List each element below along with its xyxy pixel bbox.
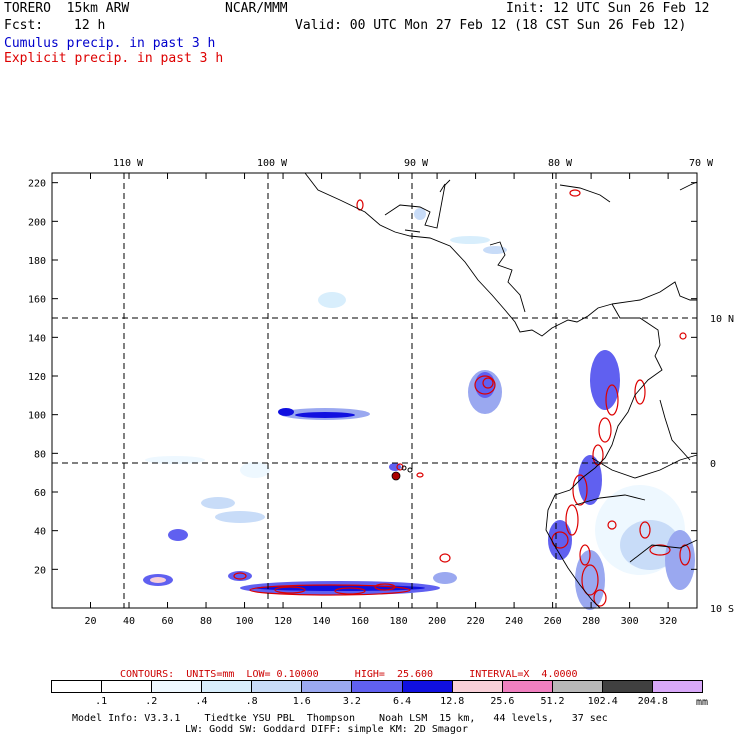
color-scale-label: 3.2 <box>342 696 361 707</box>
lat-label: 10 N <box>710 314 734 325</box>
plot-frame <box>51 172 698 609</box>
color-scale-label: .2 <box>145 696 158 707</box>
y-tick-label: 120 <box>28 372 46 383</box>
field-cumulus-label: Cumulus precip. in past 3 h <box>4 36 216 51</box>
y-tick-label: 40 <box>34 527 46 538</box>
fcst-label: Fcst: <box>4 18 44 33</box>
color-scale-swatch <box>202 681 253 692</box>
y-tick-label: 200 <box>28 217 46 228</box>
color-scale-label: 12.8 <box>440 696 465 707</box>
color-scale-swatch <box>252 681 303 692</box>
x-tick-label: 100 <box>236 616 254 627</box>
color-scale-swatch <box>302 681 353 692</box>
contour-info: CONTOURS: UNITS=mm LOW= 0.10000 HIGH= 25… <box>120 669 578 680</box>
lon-label: 100 W <box>257 158 288 169</box>
color-scale-swatch <box>602 681 653 692</box>
x-tick-label: 120 <box>274 616 292 627</box>
x-tick-label: 260 <box>544 616 562 627</box>
color-scale-swatch <box>652 681 703 692</box>
lon-label: 70 W <box>689 158 714 169</box>
y-axis-labels: 20 40 60 80 100 120 140 160 180 200 220 <box>28 179 46 577</box>
lat-label: 0 <box>710 459 716 470</box>
x-tick-label: 140 <box>313 616 331 627</box>
lat-label: 10 S <box>710 604 734 615</box>
color-scale-units: mm <box>696 697 709 708</box>
lon-label: 110 W <box>113 158 144 169</box>
init-time: Init: 12 UTC Sun 26 Feb 12 <box>506 1 710 16</box>
x-tick-label: 320 <box>659 616 677 627</box>
color-scale-swatch <box>402 681 453 692</box>
color-scale-label: 51.2 <box>540 696 565 707</box>
x-tick-label: 160 <box>351 616 369 627</box>
lon-label: 80 W <box>548 158 573 169</box>
color-scale-swatch <box>452 681 503 692</box>
y-tick-label: 140 <box>28 333 46 344</box>
color-scale-label: .8 <box>245 696 258 707</box>
x-tick-label: 220 <box>467 616 485 627</box>
x-tick-label: 40 <box>123 616 135 627</box>
y-tick-label: 180 <box>28 256 46 267</box>
y-tick-label: 100 <box>28 411 46 422</box>
color-scale-label: 1.6 <box>292 696 311 707</box>
fcst-value: 12 h <box>74 18 106 33</box>
color-scale-label: 6.4 <box>393 696 412 707</box>
x-tick-label: 60 <box>161 616 173 627</box>
lon-label: 90 W <box>404 158 429 169</box>
cumulus-precip-shading <box>143 208 695 610</box>
coastlines <box>304 172 698 609</box>
x-tick-label: 200 <box>428 616 446 627</box>
color-scale-bar <box>51 680 703 693</box>
color-scale-swatch <box>102 681 153 692</box>
y-tick-label: 20 <box>34 565 46 576</box>
color-scale-swatch <box>52 681 103 692</box>
lat-labels: 10 N 0 10 S <box>710 314 734 615</box>
x-tick-label: 20 <box>84 616 96 627</box>
x-tick-label: 80 <box>200 616 212 627</box>
y-tick-label: 80 <box>34 449 46 460</box>
y-tick-label: 60 <box>34 488 46 499</box>
color-scale-swatch <box>152 681 203 692</box>
axis-ticks <box>52 173 697 608</box>
color-scale-label: 25.6 <box>490 696 515 707</box>
color-scale-label: .1 <box>95 696 108 707</box>
color-scale-swatch <box>352 681 403 692</box>
galapagos-islands <box>391 465 413 481</box>
model-info-line1: Model Info: V3.3.1 Tiedtke YSU PBL Thomp… <box>72 713 608 724</box>
color-scale-swatch <box>552 681 603 692</box>
valid-time: Valid: 00 UTC Mon 27 Feb 12 (18 CST Sun … <box>295 18 687 33</box>
color-scale-label: 102.4 <box>587 696 618 707</box>
x-tick-label: 280 <box>582 616 600 627</box>
x-tick-label: 180 <box>390 616 408 627</box>
color-scale-label: 204.8 <box>637 696 668 707</box>
x-tick-label: 240 <box>505 616 523 627</box>
field-explicit-label: Explicit precip. in past 3 h <box>4 51 224 66</box>
y-tick-label: 160 <box>28 295 46 306</box>
latlon-grid <box>52 173 697 608</box>
color-scale-label: .4 <box>195 696 208 707</box>
x-tick-label: 300 <box>621 616 639 627</box>
color-scale-swatch <box>502 681 553 692</box>
lon-labels: 110 W 100 W 90 W 80 W 70 W <box>113 158 714 169</box>
model-name: TORERO 15km ARW <box>4 1 130 16</box>
y-tick-label: 220 <box>28 179 46 190</box>
model-info-line2: LW: Godd SW: Goddard DIFF: simple KM: 2D… <box>185 724 468 735</box>
x-axis-labels: 20 40 60 80 100 120 140 160 180 200 220 240 260 280 30… <box>84 616 677 627</box>
org-name: NCAR/MMM <box>225 1 288 16</box>
